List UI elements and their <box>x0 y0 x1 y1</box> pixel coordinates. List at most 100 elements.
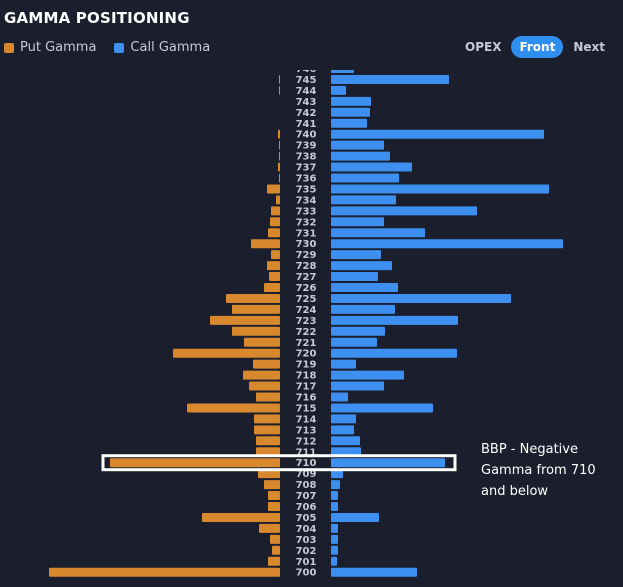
put-bar-709[interactable] <box>258 469 280 479</box>
put-bar-737[interactable] <box>278 162 280 172</box>
strike-label-733: 733 <box>296 206 317 217</box>
put-bar-738[interactable] <box>279 151 280 161</box>
call-bar-744[interactable] <box>331 85 346 95</box>
put-bar-730[interactable] <box>251 239 280 249</box>
call-bar-714[interactable] <box>331 414 356 424</box>
put-bar-733[interactable] <box>271 206 280 216</box>
toggle-front[interactable]: Front <box>511 36 564 58</box>
put-bar-717[interactable] <box>249 381 280 391</box>
put-bar-713[interactable] <box>254 425 280 435</box>
call-bar-743[interactable] <box>331 96 371 106</box>
put-bar-719[interactable] <box>253 359 280 369</box>
put-bar-710[interactable] <box>110 458 280 468</box>
legend-item-put[interactable]: Put Gamma <box>4 40 96 55</box>
put-bar-739[interactable] <box>279 140 280 150</box>
call-bar-729[interactable] <box>331 250 381 260</box>
put-bar-701[interactable] <box>268 556 280 566</box>
call-bar-727[interactable] <box>331 272 378 282</box>
call-bar-711[interactable] <box>331 447 361 457</box>
call-bar-701[interactable] <box>331 556 337 566</box>
call-bar-712[interactable] <box>331 436 360 446</box>
toggle-opex[interactable]: OPEX <box>465 40 502 54</box>
call-bar-707[interactable] <box>331 491 338 501</box>
put-bar-721[interactable] <box>244 337 280 347</box>
call-bar-725[interactable] <box>331 293 511 303</box>
call-bar-736[interactable] <box>331 173 399 183</box>
call-bar-737[interactable] <box>331 162 412 172</box>
put-bar-726[interactable] <box>264 283 280 292</box>
call-bar-740[interactable] <box>331 129 544 139</box>
call-bar-708[interactable] <box>331 480 340 490</box>
call-bar-704[interactable] <box>331 523 338 533</box>
call-bar-741[interactable] <box>331 118 367 128</box>
call-bar-739[interactable] <box>331 140 384 150</box>
call-bar-742[interactable] <box>331 107 370 117</box>
call-bar-734[interactable] <box>331 195 396 205</box>
call-bar-719[interactable] <box>331 359 356 369</box>
put-bar-708[interactable] <box>264 480 280 490</box>
put-bar-703[interactable] <box>270 534 280 544</box>
put-bar-707[interactable] <box>268 491 280 501</box>
put-bar-722[interactable] <box>232 326 280 336</box>
call-bar-730[interactable] <box>331 239 563 249</box>
call-bar-735[interactable] <box>331 184 549 194</box>
put-bar-723[interactable] <box>210 315 280 325</box>
call-bar-713[interactable] <box>331 425 354 435</box>
put-bar-736[interactable] <box>279 173 280 183</box>
call-bar-738[interactable] <box>331 151 390 161</box>
put-bar-731[interactable] <box>268 228 280 238</box>
put-bar-711[interactable] <box>256 447 280 457</box>
call-bar-715[interactable] <box>331 403 433 413</box>
put-bar-734[interactable] <box>276 195 280 205</box>
put-bar-706[interactable] <box>268 502 280 511</box>
call-bar-724[interactable] <box>331 304 395 314</box>
strike-label-700: 700 <box>296 568 317 579</box>
call-bar-710[interactable] <box>331 458 445 468</box>
call-bar-716[interactable] <box>331 392 348 402</box>
strike-label-743: 743 <box>296 97 317 108</box>
put-bar-727[interactable] <box>269 272 280 282</box>
put-bar-744[interactable] <box>279 85 280 95</box>
put-bar-725[interactable] <box>226 293 280 303</box>
call-bar-706[interactable] <box>331 502 338 511</box>
put-bar-718[interactable] <box>243 370 280 380</box>
put-bar-735[interactable] <box>267 184 280 194</box>
call-bar-703[interactable] <box>331 534 338 544</box>
put-bar-715[interactable] <box>187 403 280 413</box>
put-bar-702[interactable] <box>272 545 280 555</box>
call-bar-722[interactable] <box>331 326 385 336</box>
put-bar-745[interactable] <box>279 74 280 84</box>
put-bar-732[interactable] <box>270 217 280 227</box>
put-bar-740[interactable] <box>278 129 280 139</box>
strike-label-746: 746 <box>296 64 317 75</box>
toggle-next[interactable]: Next <box>573 40 605 54</box>
put-bar-712[interactable] <box>256 436 280 446</box>
put-bar-728[interactable] <box>267 261 280 271</box>
call-bar-726[interactable] <box>331 283 398 292</box>
call-bar-731[interactable] <box>331 228 425 238</box>
put-bar-720[interactable] <box>173 348 280 358</box>
call-bar-718[interactable] <box>331 370 404 380</box>
call-bar-721[interactable] <box>331 337 377 347</box>
put-bar-729[interactable] <box>271 250 280 260</box>
put-bar-704[interactable] <box>259 523 280 533</box>
call-bar-717[interactable] <box>331 381 384 391</box>
call-bar-732[interactable] <box>331 217 384 227</box>
call-bar-720[interactable] <box>331 348 457 358</box>
call-bar-746[interactable] <box>331 64 354 73</box>
call-bar-733[interactable] <box>331 206 477 216</box>
put-bar-714[interactable] <box>254 414 280 424</box>
put-bar-724[interactable] <box>232 304 280 314</box>
legend-item-call[interactable]: Call Gamma <box>114 40 210 55</box>
call-bar-723[interactable] <box>331 315 458 325</box>
call-bar-709[interactable] <box>331 469 343 479</box>
call-bar-705[interactable] <box>331 512 379 522</box>
call-bar-702[interactable] <box>331 545 338 555</box>
put-bar-705[interactable] <box>202 512 280 522</box>
call-bar-700[interactable] <box>331 567 417 577</box>
put-bar-716[interactable] <box>256 392 280 402</box>
put-bar-700[interactable] <box>49 567 280 577</box>
call-bar-728[interactable] <box>331 261 392 271</box>
call-bar-745[interactable] <box>331 74 449 84</box>
